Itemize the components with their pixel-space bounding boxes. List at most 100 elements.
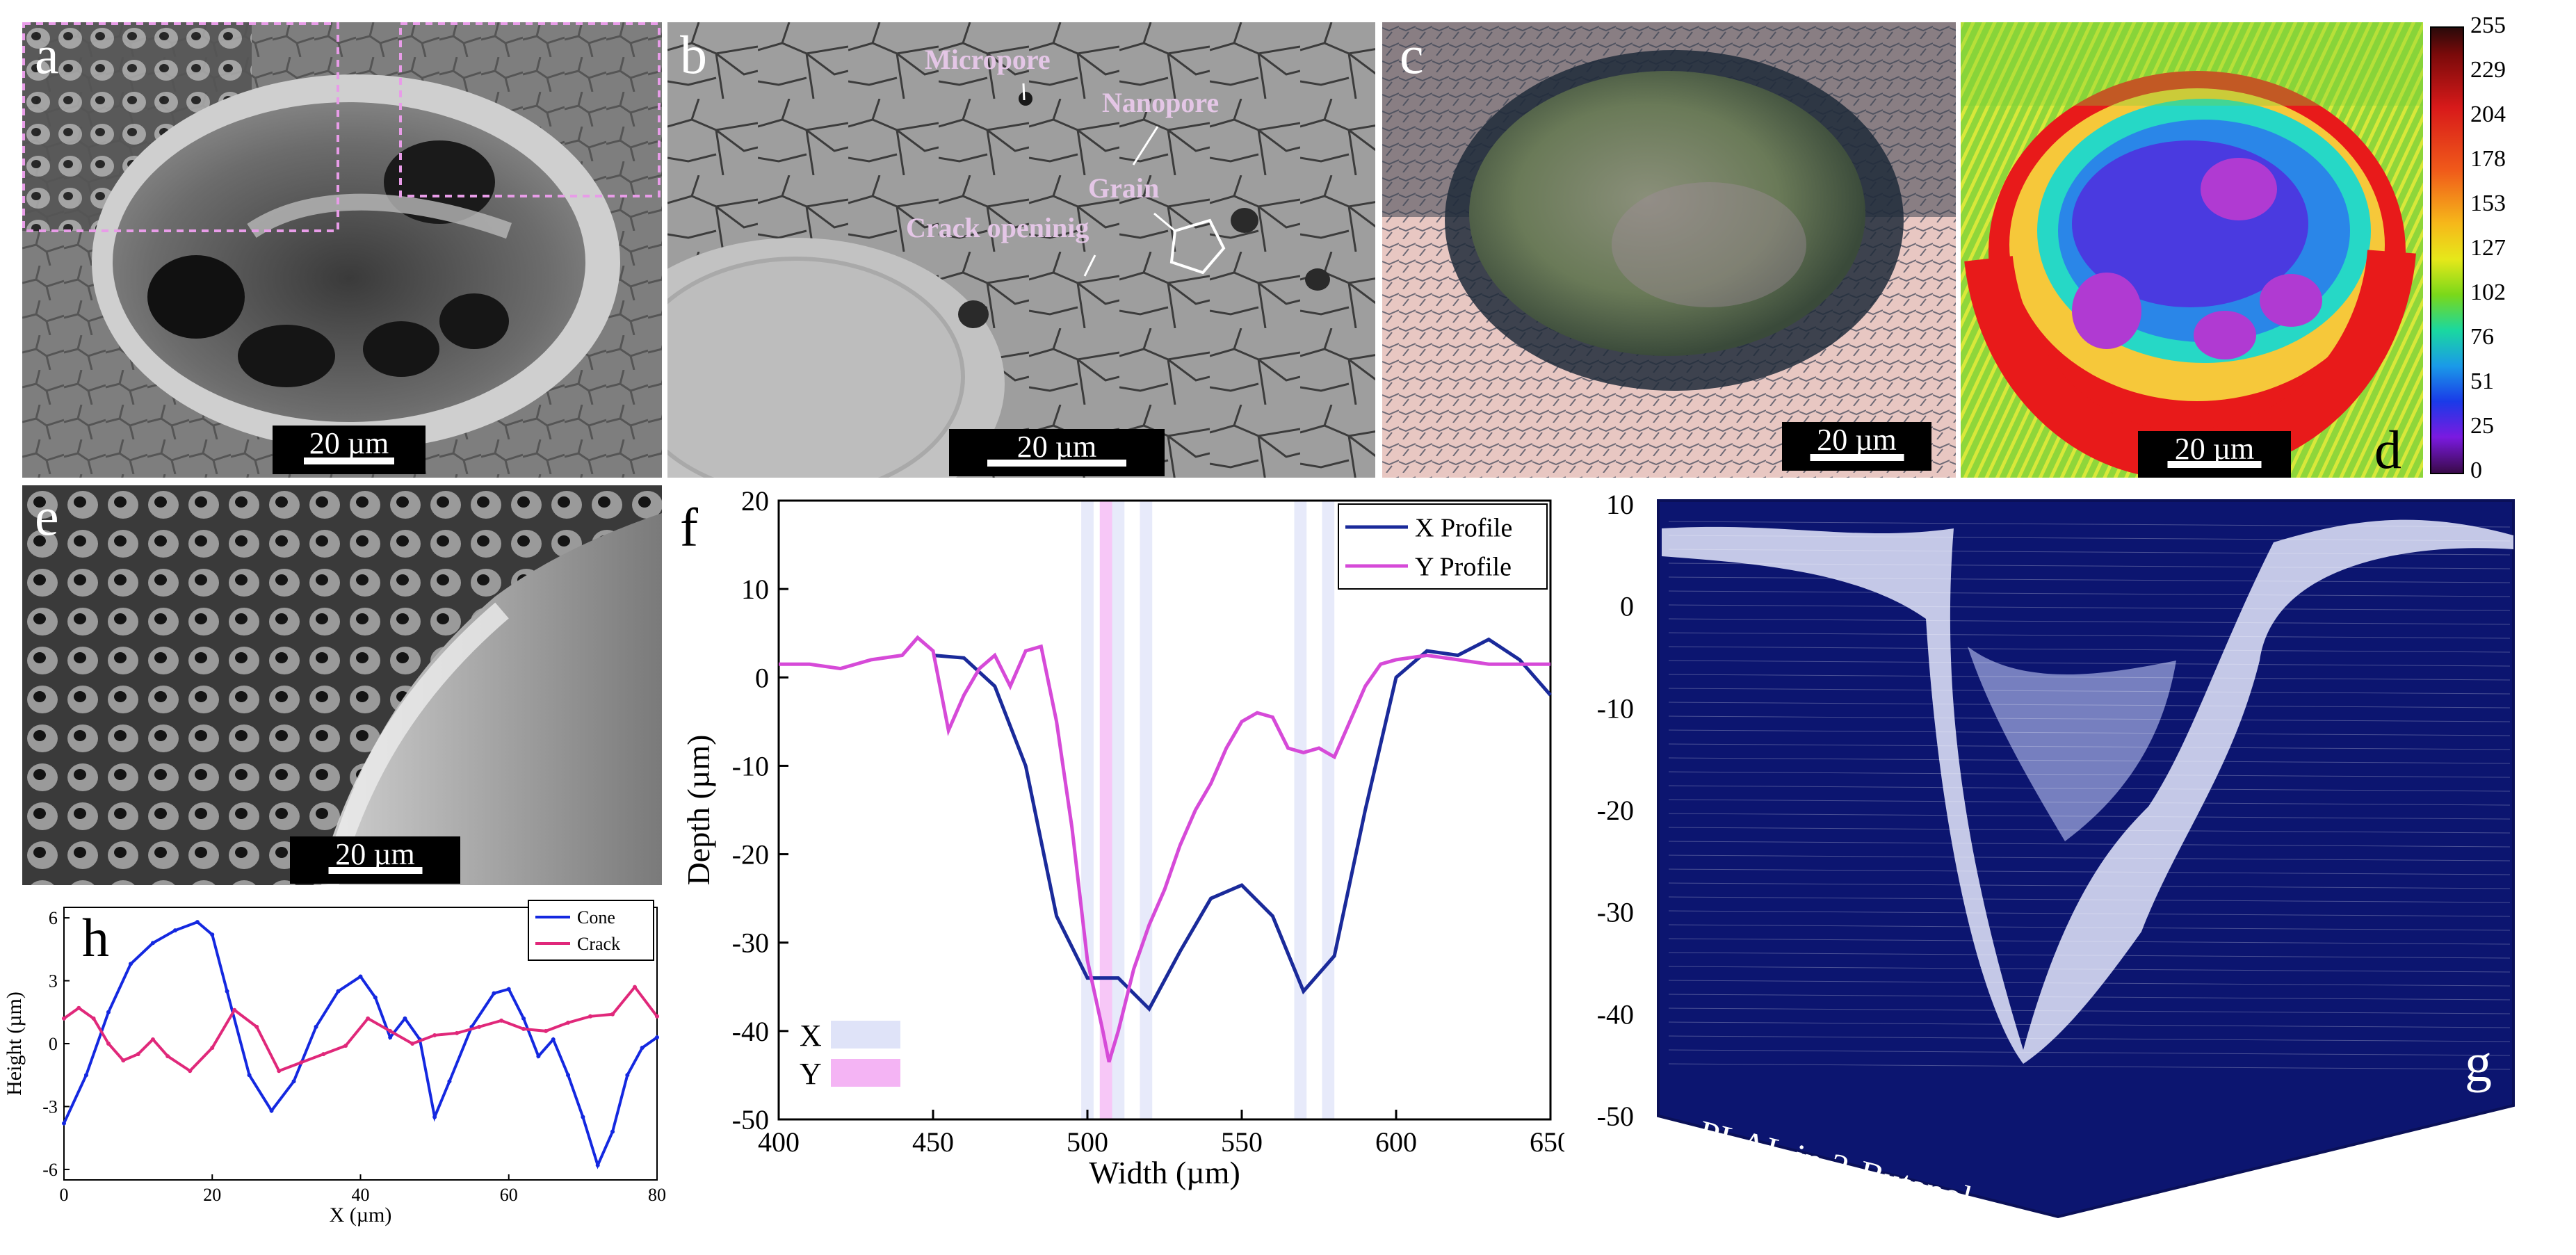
data-point-crack (610, 1012, 615, 1017)
inset-legend-label: Y (800, 1057, 822, 1091)
data-point-crack (366, 1016, 371, 1021)
legend-label: Cone (577, 907, 615, 928)
mesh-line (1668, 855, 2511, 861)
panel-b-image (667, 22, 1375, 478)
z-tick-label: -40 (1597, 998, 1634, 1030)
mesh-line (1668, 910, 2511, 917)
data-point-crack (477, 1024, 482, 1029)
mesh-line (1668, 729, 2511, 736)
legend-label: Y Profile (1415, 552, 1512, 581)
panel-d-image (1961, 22, 2423, 478)
chart-h-svg: 0 20 40 60 80 -6 -3 0 3 6 X (µm) Height (µm) Cone Cra… (3, 900, 666, 1226)
x-tick-label: 450 (912, 1126, 954, 1158)
inset-legend-swatch (831, 1059, 900, 1087)
data-point-cone (195, 920, 200, 925)
data-point-crack (210, 1046, 215, 1051)
y-tick-label: -10 (732, 750, 769, 782)
panel-a-label: a (35, 24, 59, 85)
data-point-cone (373, 995, 378, 1000)
data-point-crack (121, 1058, 126, 1063)
data-point-cone (640, 1046, 645, 1051)
mesh-line (1668, 757, 2511, 764)
colorbar-tick-label: 255 (2470, 13, 2506, 38)
data-point-crack (455, 1030, 460, 1035)
data-point-crack (499, 1018, 504, 1023)
data-point-crack (165, 1054, 170, 1059)
data-point-cone (432, 1115, 437, 1119)
panel-b-label: b (680, 24, 707, 85)
data-point-cone (358, 974, 363, 979)
mesh-line (1668, 674, 2511, 681)
mesh-line (1668, 952, 2511, 959)
band-X (1081, 501, 1094, 1119)
data-point-cone (83, 1073, 88, 1078)
y-tick-label: -50 (732, 1104, 769, 1135)
series-line-x-profile (932, 637, 1552, 1012)
colorbar-tick-label: 153 (2470, 191, 2506, 216)
colorbar-tick-label: 76 (2470, 324, 2494, 350)
colorbar-tick-label: 178 (2470, 146, 2506, 172)
mesh-line (1668, 1021, 2511, 1028)
surface-box-edge (1657, 499, 2515, 1219)
z-tick-label: 10 (1606, 489, 1634, 520)
panel-d-label: d (2374, 419, 2401, 478)
data-point-crack (544, 1028, 549, 1033)
band-X (1322, 501, 1335, 1119)
x-tick-label: 60 (500, 1185, 518, 1205)
inset-legend-label: X (800, 1019, 822, 1053)
data-point-cone (314, 1024, 318, 1029)
legend-label: X Profile (1415, 513, 1512, 542)
data-point-crack (150, 1037, 155, 1042)
panel-b-scale-text: 20 µm (1016, 430, 1097, 464)
x-tick-label: 80 (648, 1185, 666, 1205)
panel-e-sem-edge: e 20 µm (22, 485, 662, 885)
panel-b-sem-surface: b Micropore Nanopore Grain Crack openini… (667, 22, 1375, 478)
legend-label: Crack (577, 934, 620, 954)
mesh-line (1668, 688, 2511, 695)
x-tick-label: 600 (1375, 1126, 1417, 1158)
annotation-grain: Grain (1088, 172, 1160, 204)
colorbar-tick-label: 51 (2470, 369, 2494, 394)
data-point-cone (225, 989, 229, 994)
data-point-cone (610, 1129, 615, 1134)
data-point-crack (521, 1026, 526, 1031)
band-X (1140, 501, 1153, 1119)
x-tick-label: 400 (758, 1126, 800, 1158)
band-Y (1099, 501, 1112, 1119)
surface-crater (1662, 519, 2513, 1064)
series-line-crack (63, 985, 658, 1073)
data-point-crack (432, 1033, 437, 1037)
mesh-line (1668, 562, 2511, 569)
panel-c-scale-text: 20 µm (1817, 423, 1897, 457)
data-point-crack (410, 1042, 415, 1046)
y-tick-label: -30 (732, 928, 769, 959)
panel-d-scale-text: 20 µm (2174, 432, 2255, 466)
data-point-crack (655, 1014, 659, 1019)
colorbar-tick-label: 102 (2470, 280, 2506, 305)
data-point-cone (291, 1079, 296, 1084)
x-axis-label: X (µm) (330, 1204, 392, 1226)
data-point-cone (62, 1121, 66, 1126)
x-tick-label: 40 (352, 1185, 370, 1205)
data-point-crack (566, 1020, 571, 1025)
colorbar-gradient (2430, 26, 2464, 474)
data-point-cone (269, 1108, 274, 1113)
data-point-cone (536, 1054, 541, 1059)
data-point-cone (551, 1037, 556, 1042)
y-axis-label: Depth (µm) (681, 735, 716, 886)
colorbar-tick-label: 0 (2470, 458, 2482, 483)
mesh-line (1668, 576, 2511, 583)
panel-g-3d-surface: 10 0 -10 -20 -30 -40 -50 PLAL in 2-Butanol g (1578, 480, 2576, 1252)
y-tick-label: -3 (42, 1097, 58, 1117)
mesh-line (1668, 1035, 2511, 1042)
panel-f-depth-profile-chart: 400 450 500 550 600 650 -50 -40 -30 -20 -10 0 10 20 Wi… (667, 480, 1571, 1252)
x-tick-label: 0 (60, 1185, 69, 1205)
legend-box (1338, 503, 1548, 590)
mesh-line (1668, 868, 2511, 875)
mesh-line (1668, 535, 2511, 542)
mesh-line (1668, 827, 2511, 834)
data-point-cone (150, 941, 155, 946)
y-tick-label: 0 (49, 1034, 58, 1054)
mesh-line (1668, 841, 2511, 848)
series-line-y-profile (779, 635, 1550, 1063)
